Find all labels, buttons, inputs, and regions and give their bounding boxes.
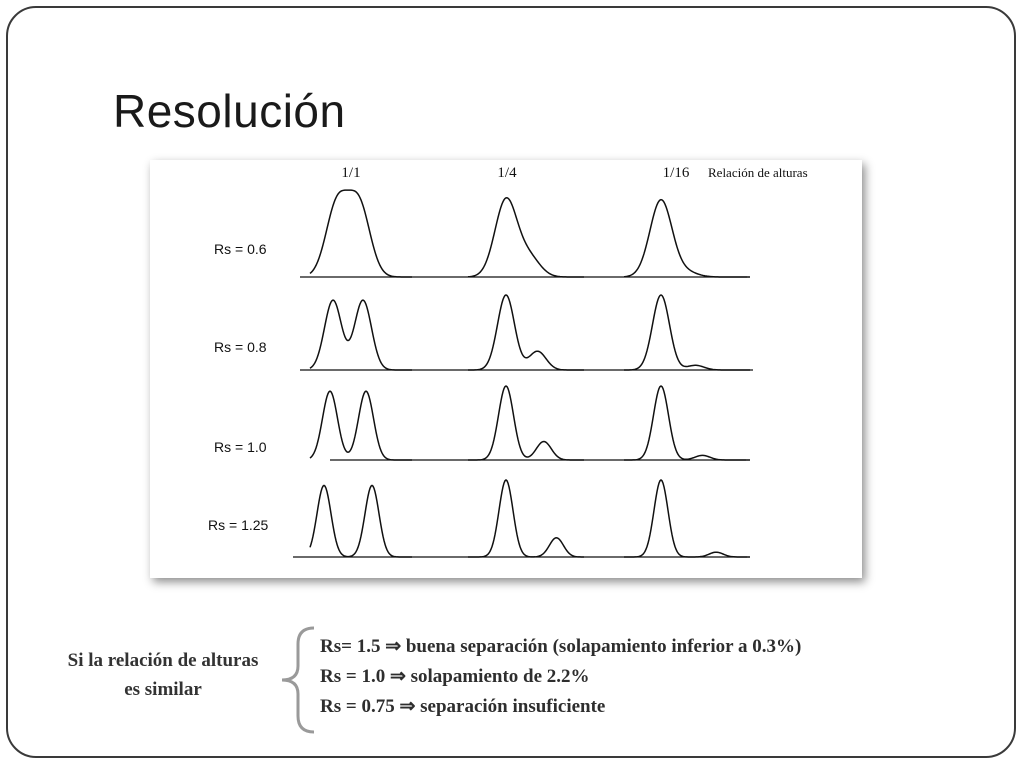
peak-trace-rs-1-25-ratio-1-1 (309, 484, 412, 558)
peak-trace-rs-0-8-ratio-1-1 (309, 299, 412, 371)
peak-trace-rs-0-8-ratio-1-16 (624, 294, 750, 371)
peak-trace-rs-0-6-ratio-1-4 (467, 196, 584, 278)
peak-trace-rs-1-25-ratio-1-4 (468, 479, 584, 558)
peak-trace-rs-0-6-ratio-1-1 (309, 189, 412, 278)
peak-trace-rs-0-6-ratio-1-16 (623, 198, 750, 278)
ratio-label-1-4: 1/4 (497, 165, 517, 181)
peak-trace-rs-1-0-ratio-1-16 (624, 385, 750, 461)
result-line-1-0: Rs = 1.0 ⇒ solapamiento de 2.2% (320, 666, 590, 687)
slide-title: Resolución (113, 85, 346, 137)
result-line-0-75: Rs = 0.75 ⇒ separación insuficiente (320, 696, 606, 717)
results-list: Rs= 1.5 ⇒ buena separación (solapamiento… (320, 632, 801, 722)
peak-trace-rs-1-0-ratio-1-4 (468, 385, 584, 461)
condition-text: Si la relación de alturas es similar (67, 650, 259, 700)
result-line-1-5: Rs= 1.5 ⇒ buena separación (solapamiento… (320, 636, 802, 657)
peak-trace-rs-1-0-ratio-1-1 (309, 390, 412, 461)
peak-trace-rs-0-8-ratio-1-4 (467, 294, 584, 371)
curly-brace-icon (281, 626, 315, 734)
rs-label-1-0: Rs = 1.0 (214, 439, 267, 455)
heights-axis-label: Relación de alturas (708, 165, 808, 180)
rs-label-0-8: Rs = 0.8 (214, 339, 267, 355)
ratio-label-1-16: 1/16 (663, 165, 690, 181)
rs-label-0-6: Rs = 0.6 (214, 241, 267, 257)
peak-trace-rs-1-25-ratio-1-16 (624, 479, 750, 558)
ratio-label-1-1: 1/1 (341, 165, 360, 181)
resolution-figure: 1/1 1/4 1/16 Relación de alturas Rs = 0.… (150, 160, 862, 578)
chromatogram-grid: 1/1 1/4 1/16 Relación de alturas Rs = 0.… (208, 165, 808, 558)
rs-label-1-25: Rs = 1.25 (208, 517, 269, 533)
chromatogram-peaks (293, 189, 753, 558)
